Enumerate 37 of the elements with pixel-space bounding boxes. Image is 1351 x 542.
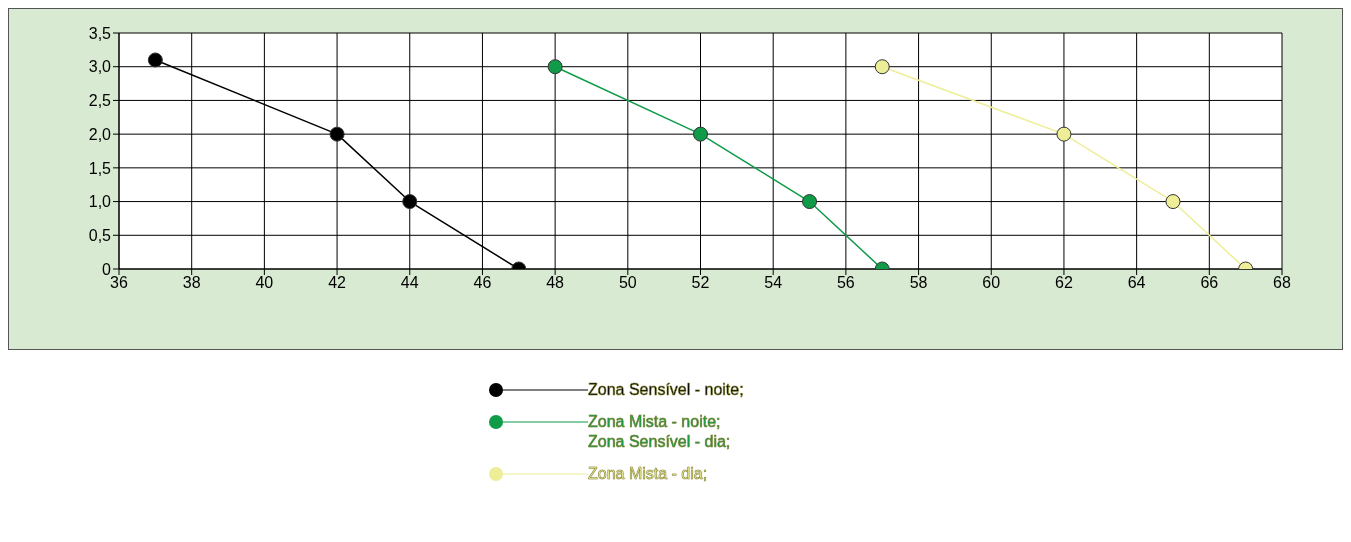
x-tick-label: 62	[1055, 274, 1073, 292]
x-tick-label: 36	[110, 274, 128, 292]
point	[1165, 194, 1181, 210]
x-tick-label: 46	[473, 274, 492, 292]
x-tick-label: 42	[328, 274, 347, 292]
x-tick-label: 40	[255, 274, 274, 292]
y-tick-label: 3,0	[88, 58, 112, 76]
point	[147, 52, 163, 68]
y-tick-label: 2,5	[88, 92, 112, 110]
text: Zona Mista - dia;	[588, 464, 708, 484]
x-tick-label: 38	[182, 274, 201, 292]
text: Zona Mista - noite; Zona Sensível - dia;	[588, 412, 731, 452]
x-tick-label: 56	[836, 274, 855, 292]
point	[693, 126, 708, 142]
x-tick-label: 68	[1273, 274, 1291, 292]
y-tick-label: 0,5	[88, 226, 112, 244]
point	[802, 194, 818, 210]
text: Zona Sensível - noite;	[588, 380, 744, 400]
x-tick-label: 64	[1127, 274, 1146, 292]
x-tick-label: 44	[400, 274, 419, 292]
point	[329, 126, 345, 142]
x-tick-label: 50	[618, 274, 637, 292]
x-tick-label: 48	[546, 274, 565, 292]
x-tick-label: 66	[1200, 274, 1219, 292]
x-tick-label: 58	[909, 274, 928, 292]
point	[547, 59, 563, 75]
point	[1056, 126, 1072, 142]
x-tick-label: 52	[691, 274, 710, 292]
point	[874, 59, 890, 75]
point	[402, 194, 418, 210]
x-tick-label: 60	[982, 274, 1001, 292]
y-tick-label: 0	[102, 260, 112, 278]
y-tick-label: 3,5	[88, 24, 112, 42]
x-tick-label: 54	[764, 274, 783, 292]
y-tick-label: 2,0	[88, 125, 112, 143]
y-tick-label: 1,5	[88, 159, 112, 177]
y-tick-label: 1,0	[88, 193, 112, 211]
